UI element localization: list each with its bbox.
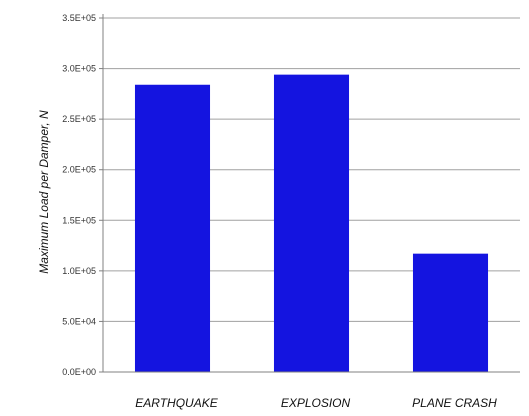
y-tick-label: 2.0E+05 xyxy=(62,165,96,175)
axes xyxy=(99,14,520,373)
y-tick-label: 2.5E+05 xyxy=(62,114,96,124)
y-tick-label: 1.5E+05 xyxy=(62,215,96,225)
y-tick-label: 5.0E+04 xyxy=(62,316,96,326)
x-tick-label: EXPLOSION xyxy=(281,396,351,410)
y-tick-labels: 0.0E+00 5.0E+04 1.0E+05 1.5E+05 2.0E+05 2.5E+… xyxy=(62,13,96,377)
y-tick-label: 0.0E+00 xyxy=(62,367,96,377)
x-tick-label: PLANE CRASH xyxy=(412,396,497,410)
bar-earthquake xyxy=(134,84,211,373)
bar-explosion xyxy=(273,74,350,372)
y-tick-label: 3.0E+05 xyxy=(62,64,96,74)
bars xyxy=(134,74,489,373)
bar-plane-crash xyxy=(412,253,489,372)
y-tick-label: 3.5E+05 xyxy=(62,13,96,23)
y-axis-title: Maximum Load per Damper, N xyxy=(37,110,51,274)
x-tick-label: EARTHQUAKE xyxy=(135,396,218,410)
x-tick-labels: EARTHQUAKE EXPLOSION PLANE CRASH xyxy=(135,396,497,410)
y-tick-label: 1.0E+05 xyxy=(62,266,96,276)
